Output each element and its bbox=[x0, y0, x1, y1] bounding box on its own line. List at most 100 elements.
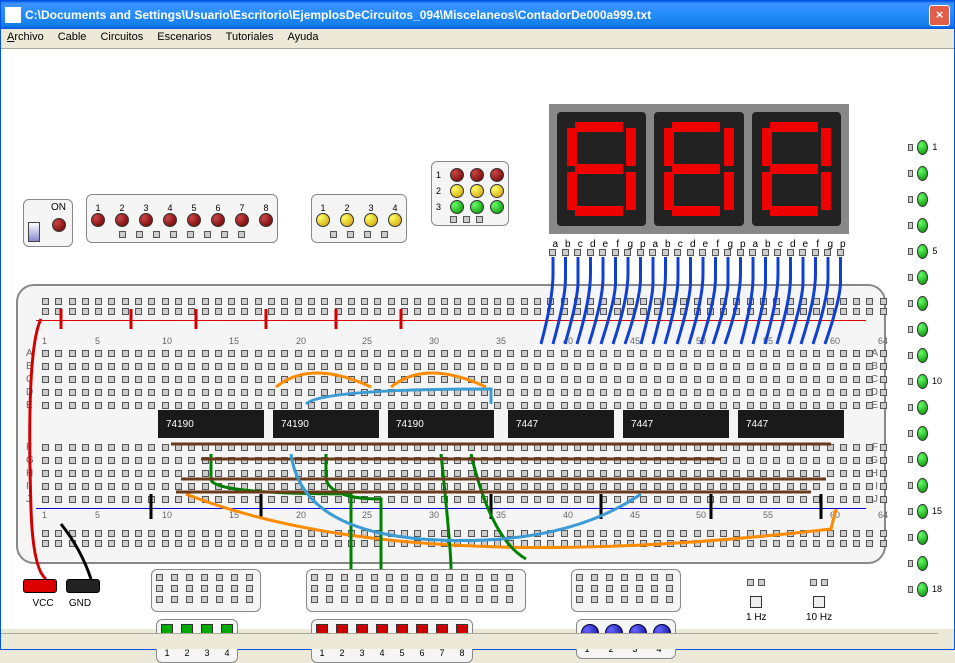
rail-pin[interactable] bbox=[614, 540, 621, 547]
rail-pin[interactable] bbox=[866, 308, 873, 315]
rail-pin[interactable] bbox=[188, 540, 195, 547]
tie-pin[interactable] bbox=[241, 470, 248, 477]
tie-pin[interactable] bbox=[82, 483, 89, 490]
tie-pin[interactable] bbox=[587, 470, 594, 477]
tie-pin[interactable] bbox=[694, 350, 701, 357]
tie-pin[interactable] bbox=[760, 389, 767, 396]
tie-pin[interactable] bbox=[561, 376, 568, 383]
rail-pin[interactable] bbox=[441, 308, 448, 315]
tie-pin[interactable] bbox=[348, 457, 355, 464]
led-pin[interactable] bbox=[450, 216, 457, 223]
tie-pin[interactable] bbox=[561, 496, 568, 503]
tie-pin[interactable] bbox=[773, 496, 780, 503]
tie-pin[interactable] bbox=[335, 402, 342, 409]
tie-pin[interactable] bbox=[441, 483, 448, 490]
rail-pin[interactable] bbox=[374, 308, 381, 315]
tie-pin[interactable] bbox=[694, 363, 701, 370]
chip-7447-3[interactable]: 7447 bbox=[738, 410, 844, 438]
tie-pin[interactable] bbox=[69, 350, 76, 357]
tie-pin[interactable] bbox=[840, 457, 847, 464]
rail-pin[interactable] bbox=[348, 540, 355, 547]
tie-pin[interactable] bbox=[747, 350, 754, 357]
strip-pin[interactable] bbox=[591, 574, 598, 581]
rail-pin[interactable] bbox=[574, 308, 581, 315]
tie-pin[interactable] bbox=[667, 496, 674, 503]
tie-pin[interactable] bbox=[773, 444, 780, 451]
tie-pin[interactable] bbox=[574, 363, 581, 370]
strip-pin[interactable] bbox=[171, 585, 178, 592]
tie-pin[interactable] bbox=[335, 444, 342, 451]
tie-pin[interactable] bbox=[853, 350, 860, 357]
tie-pin[interactable] bbox=[494, 444, 501, 451]
rail-pin[interactable] bbox=[335, 530, 342, 537]
tie-pin[interactable] bbox=[414, 376, 421, 383]
tie-pin[interactable] bbox=[733, 444, 740, 451]
rail-pin[interactable] bbox=[55, 298, 62, 305]
tie-pin[interactable] bbox=[42, 363, 49, 370]
tie-pin[interactable] bbox=[95, 444, 102, 451]
led-pin[interactable] bbox=[364, 231, 371, 238]
tie-pin[interactable] bbox=[268, 483, 275, 490]
strip-pin[interactable] bbox=[341, 574, 348, 581]
tie-pin[interactable] bbox=[348, 376, 355, 383]
rail-pin[interactable] bbox=[813, 308, 820, 315]
rail-pin[interactable] bbox=[308, 298, 315, 305]
tie-pin[interactable] bbox=[281, 444, 288, 451]
tie-pin[interactable] bbox=[667, 402, 674, 409]
rail-pin[interactable] bbox=[175, 530, 182, 537]
tie-pin[interactable] bbox=[374, 376, 381, 383]
rail-pin[interactable] bbox=[547, 308, 554, 315]
tie-pin[interactable] bbox=[733, 483, 740, 490]
rail-pin[interactable] bbox=[188, 298, 195, 305]
tie-pin[interactable] bbox=[82, 402, 89, 409]
tie-pin[interactable] bbox=[162, 496, 169, 503]
rail-pin[interactable] bbox=[747, 540, 754, 547]
tie-pin[interactable] bbox=[654, 350, 661, 357]
rail-pin[interactable] bbox=[148, 530, 155, 537]
rail-pin[interactable] bbox=[654, 540, 661, 547]
chip-74190-2[interactable]: 74190 bbox=[273, 410, 379, 438]
tie-pin[interactable] bbox=[135, 470, 142, 477]
rail-pin[interactable] bbox=[707, 540, 714, 547]
tie-pin[interactable] bbox=[388, 457, 395, 464]
tie-pin[interactable] bbox=[840, 470, 847, 477]
strip-pin[interactable] bbox=[311, 585, 318, 592]
tie-pin[interactable] bbox=[720, 457, 727, 464]
tie-pin[interactable] bbox=[840, 483, 847, 490]
rail-pin[interactable] bbox=[82, 540, 89, 547]
tie-pin[interactable] bbox=[228, 496, 235, 503]
rail-pin[interactable] bbox=[694, 530, 701, 537]
tie-pin[interactable] bbox=[268, 376, 275, 383]
tie-pin[interactable] bbox=[361, 363, 368, 370]
rail-pin[interactable] bbox=[760, 298, 767, 305]
seg-pin[interactable] bbox=[774, 249, 781, 256]
tie-pin[interactable] bbox=[202, 350, 209, 357]
tie-pin[interactable] bbox=[667, 444, 674, 451]
tie-pin[interactable] bbox=[348, 444, 355, 451]
strip-pin[interactable] bbox=[231, 574, 238, 581]
rail-pin[interactable] bbox=[401, 540, 408, 547]
rail-pin[interactable] bbox=[335, 540, 342, 547]
strip-pin[interactable] bbox=[431, 585, 438, 592]
rail-pin[interactable] bbox=[507, 298, 514, 305]
strip-pin[interactable] bbox=[201, 585, 208, 592]
tie-pin[interactable] bbox=[694, 457, 701, 464]
tie-pin[interactable] bbox=[162, 376, 169, 383]
vled-pin[interactable] bbox=[908, 144, 913, 151]
rail-pin[interactable] bbox=[308, 540, 315, 547]
tie-pin[interactable] bbox=[135, 350, 142, 357]
rail-pin[interactable] bbox=[840, 308, 847, 315]
tie-pin[interactable] bbox=[694, 470, 701, 477]
led-pin[interactable] bbox=[187, 231, 194, 238]
tie-pin[interactable] bbox=[680, 350, 687, 357]
rail-pin[interactable] bbox=[494, 308, 501, 315]
rail-pin[interactable] bbox=[454, 298, 461, 305]
rail-pin[interactable] bbox=[428, 308, 435, 315]
tie-pin[interactable] bbox=[468, 376, 475, 383]
tie-pin[interactable] bbox=[255, 444, 262, 451]
seg-pin[interactable] bbox=[574, 249, 581, 256]
tie-pin[interactable] bbox=[720, 496, 727, 503]
rail-pin[interactable] bbox=[401, 530, 408, 537]
rail-pin[interactable] bbox=[654, 530, 661, 537]
rail-pin[interactable] bbox=[69, 298, 76, 305]
